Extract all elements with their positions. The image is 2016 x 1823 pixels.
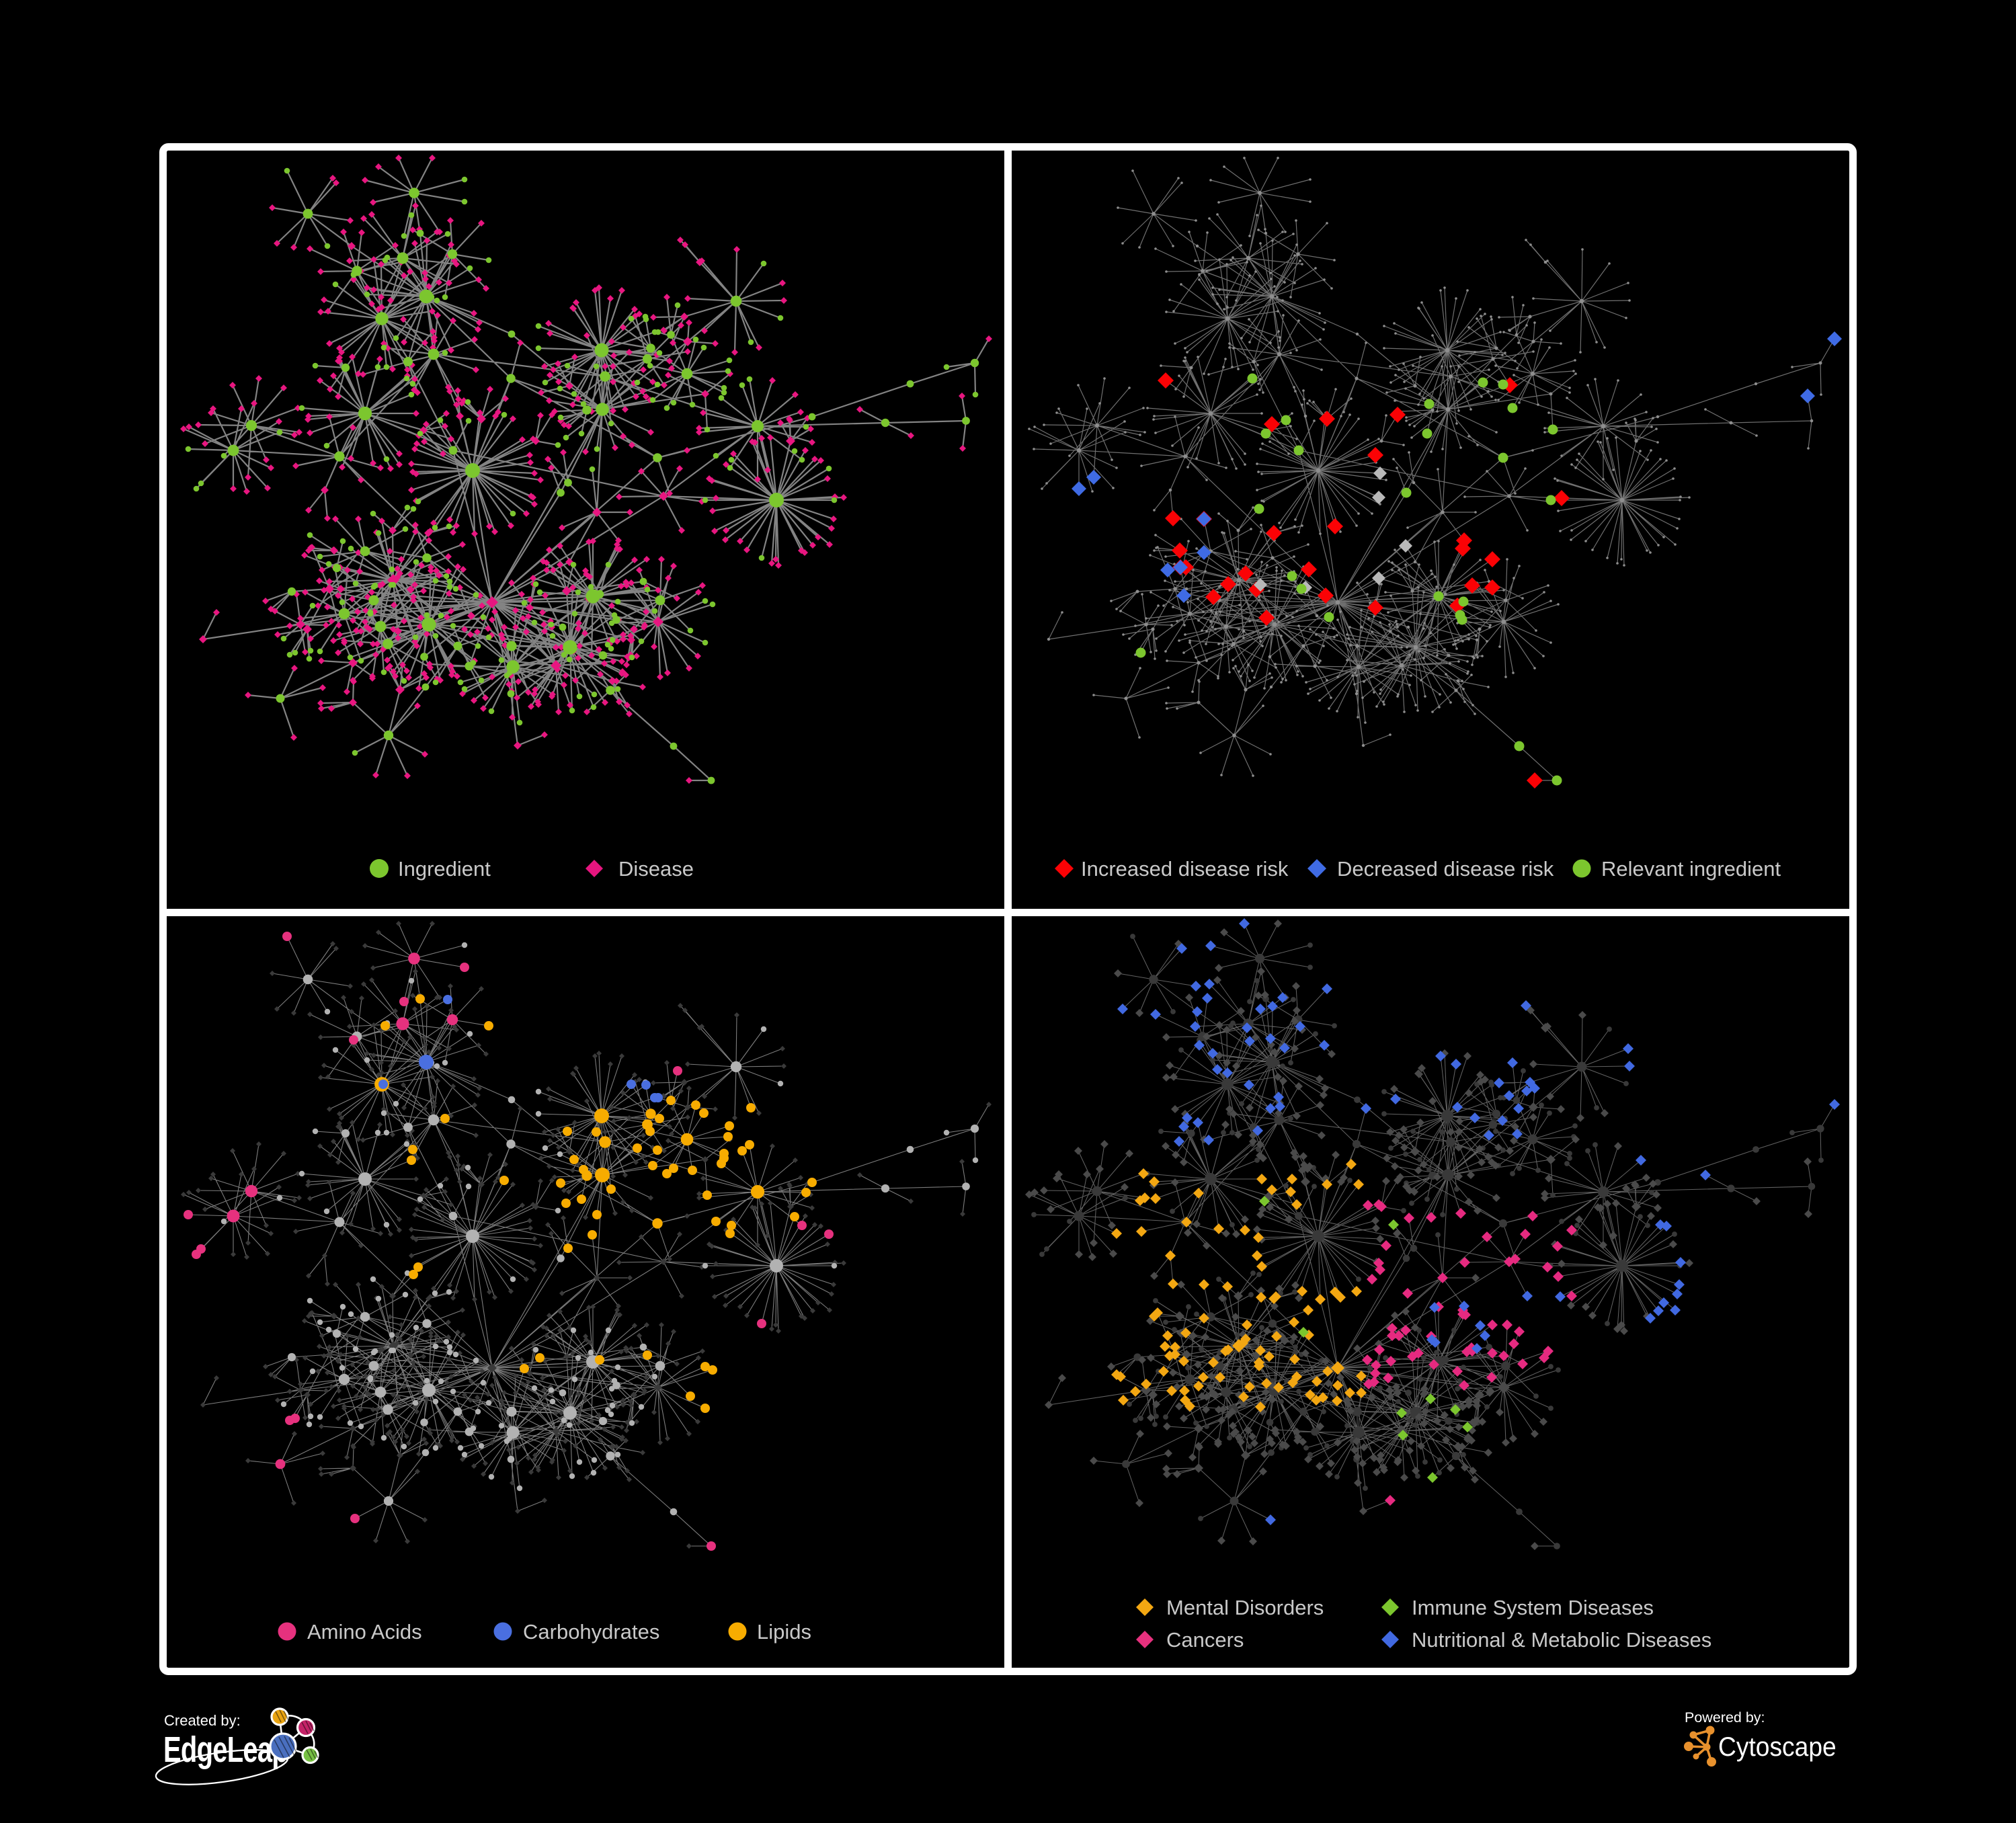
svg-text:Immune System Diseases: Immune System Diseases — [1412, 1596, 1654, 1619]
svg-text:Mental Disorders: Mental Disorders — [1166, 1596, 1324, 1619]
svg-text:Ingredient: Ingredient — [398, 857, 491, 881]
svg-text:Relevant ingredient: Relevant ingredient — [1601, 857, 1781, 881]
svg-text:Cancers: Cancers — [1166, 1628, 1244, 1652]
svg-text:Amino Acids: Amino Acids — [307, 1620, 422, 1644]
svg-text:Nutritional & Metabolic Diseas: Nutritional & Metabolic Diseases — [1412, 1628, 1711, 1652]
svg-text:Decreased disease risk: Decreased disease risk — [1337, 857, 1554, 881]
svg-text:Powered by:: Powered by: — [1685, 1709, 1765, 1726]
svg-text:Lipids: Lipids — [757, 1620, 811, 1644]
svg-text:Cytoscape: Cytoscape — [1718, 1732, 1837, 1763]
svg-text:Created by:: Created by: — [164, 1712, 241, 1729]
svg-text:EdgeLeap: EdgeLeap — [163, 1730, 288, 1770]
svg-text:Carbohydrates: Carbohydrates — [523, 1620, 659, 1644]
svg-text:Disease: Disease — [618, 857, 694, 881]
svg-text:Increased disease risk: Increased disease risk — [1081, 857, 1289, 881]
